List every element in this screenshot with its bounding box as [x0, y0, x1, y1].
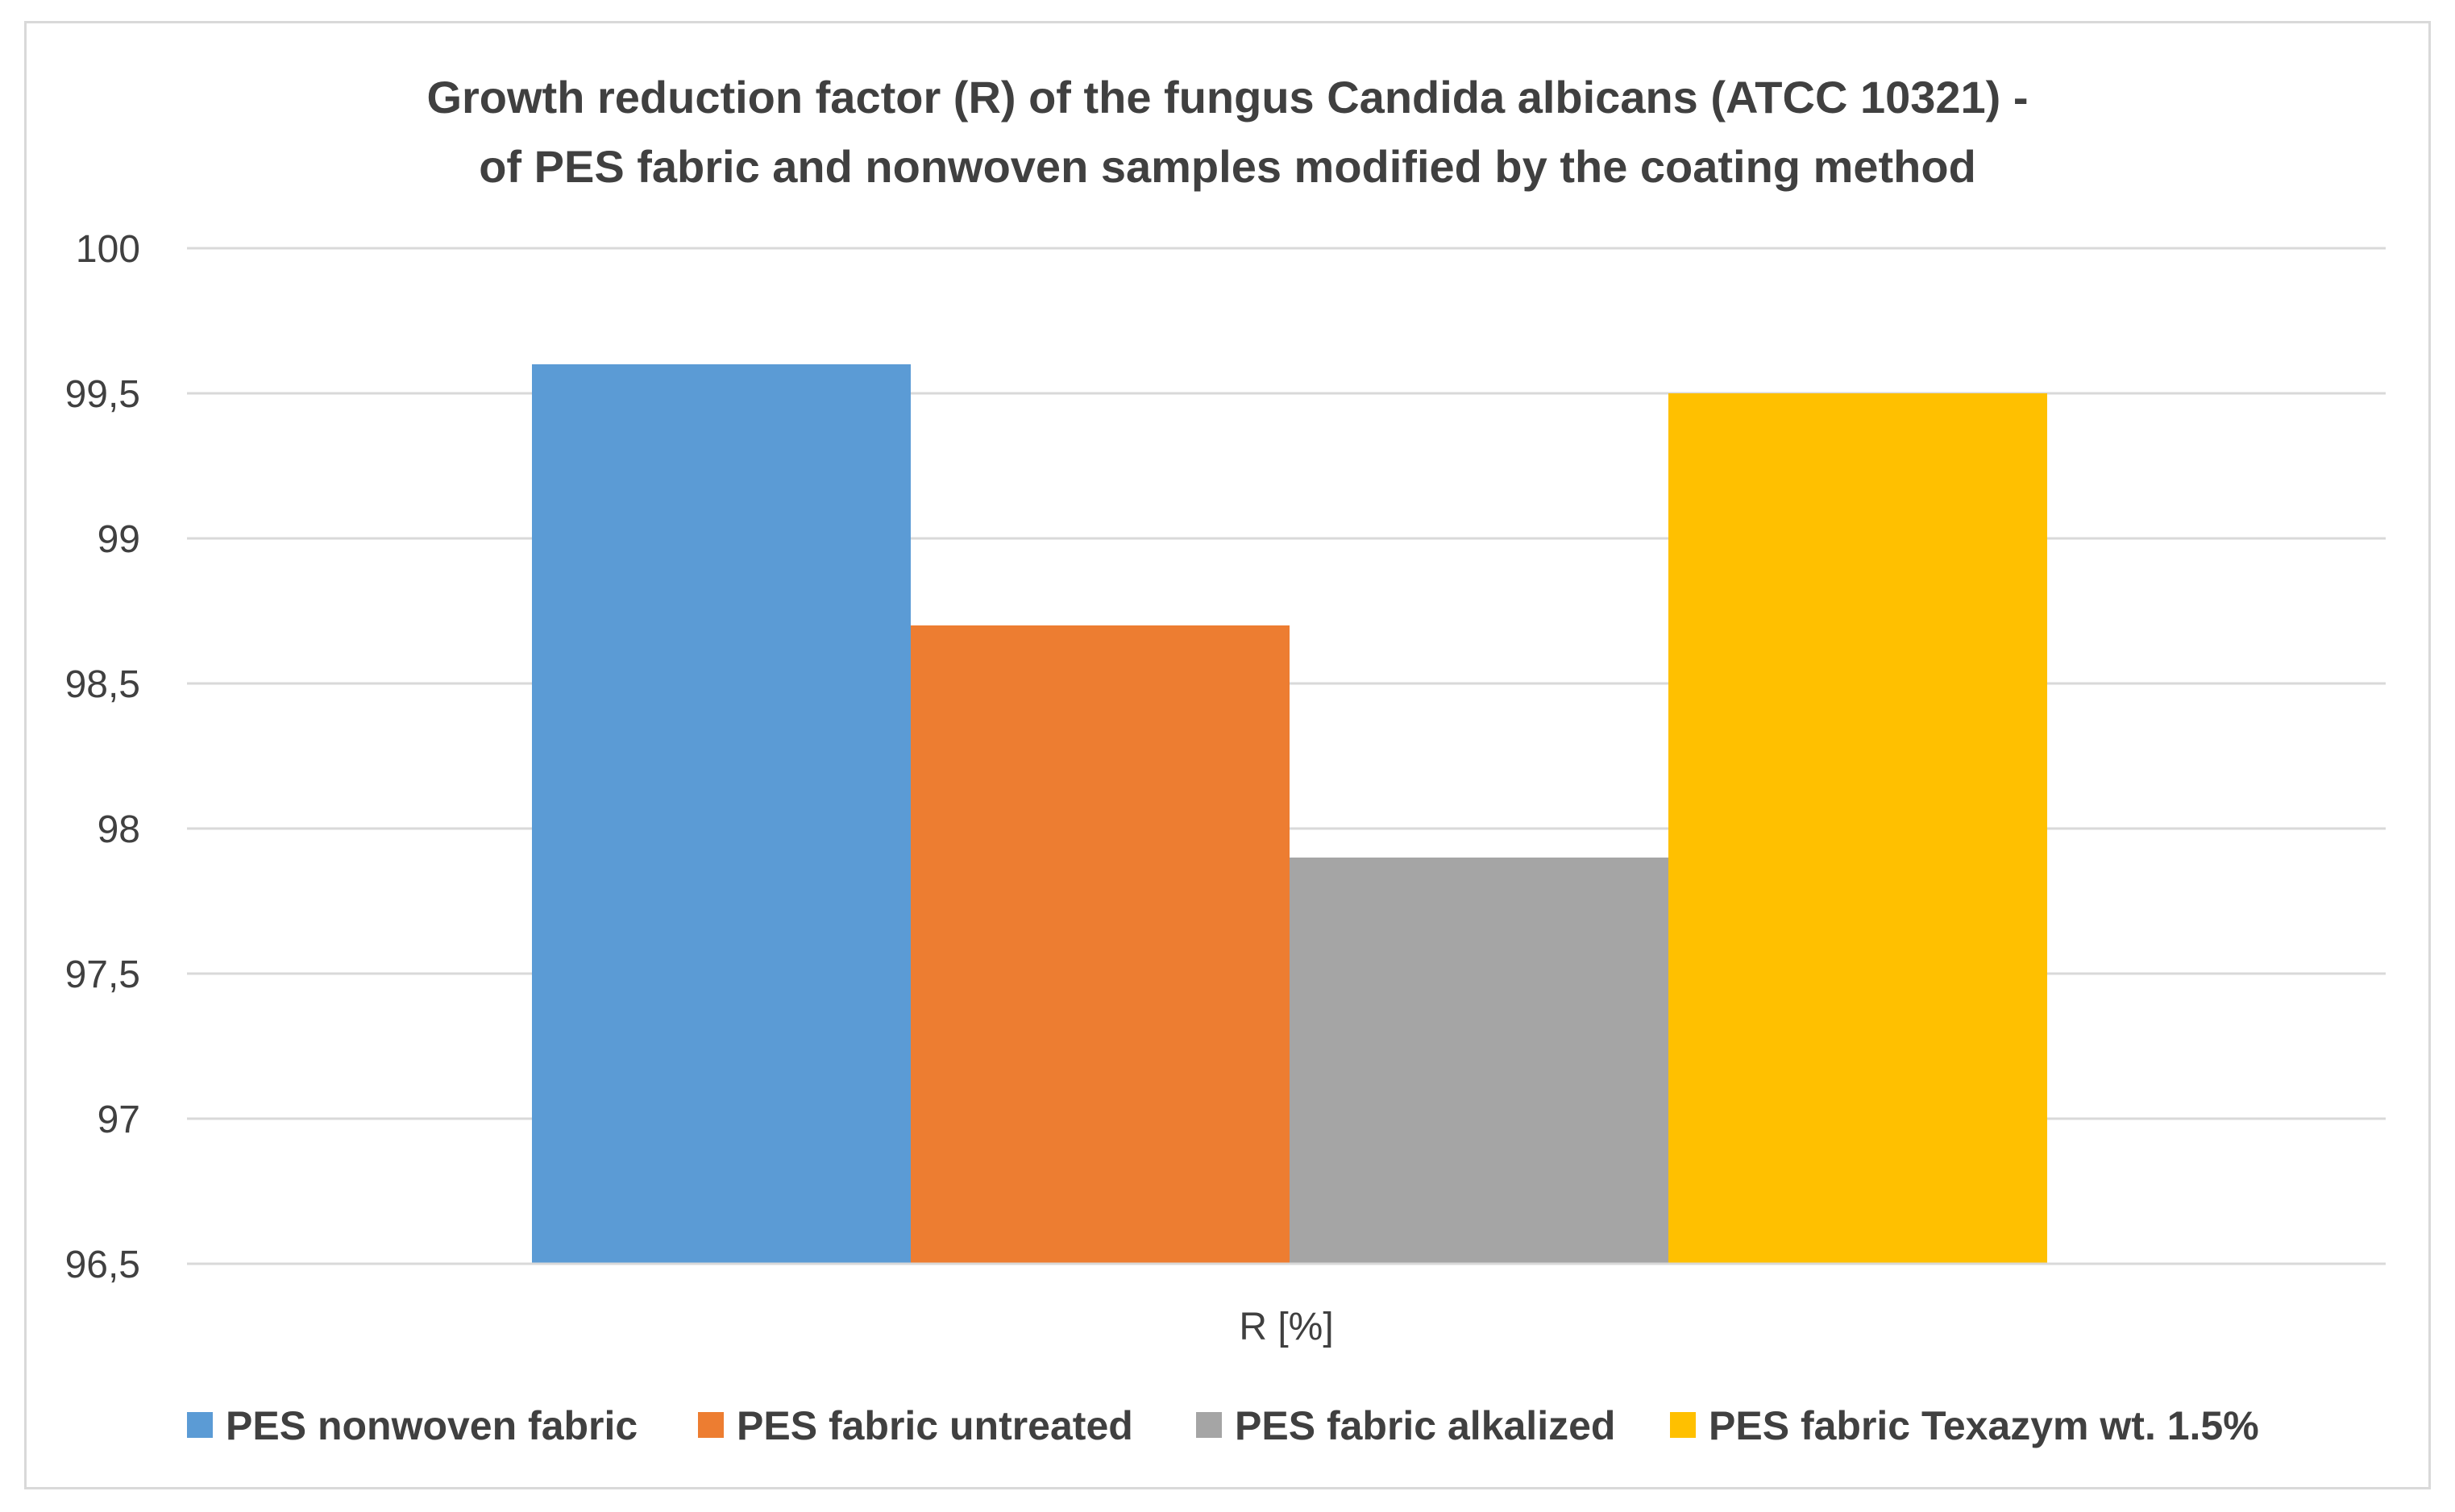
x-axis-label: R [%]: [1239, 1306, 1333, 1348]
y-tick-label: 99: [98, 518, 140, 561]
legend-swatch: [698, 1412, 724, 1438]
legend-swatch: [1670, 1412, 1696, 1438]
legend-label: PES fabric untreated: [737, 1403, 1133, 1448]
legend-label: PES fabric Texazym wt. 1.5%: [1709, 1403, 2259, 1448]
chart-title: Growth reduction factor (R) of the fungu…: [426, 72, 2028, 192]
bar-pes-fabric-alkalized: [1290, 858, 1668, 1264]
y-tick-label: 96,5: [65, 1244, 140, 1286]
y-tick-label: 97: [98, 1099, 140, 1141]
y-tick-label: 98,5: [65, 663, 140, 706]
bar-pes-fabric-texazym-wt-1-5: [1668, 393, 2047, 1264]
legend-label: PES nonwoven fabric: [226, 1403, 638, 1448]
legend: PES nonwoven fabric PES fabric untreated P…: [187, 1403, 2259, 1448]
bar-pes-fabric-untreated: [911, 625, 1290, 1264]
chart-title-line-2: of PES fabric and nonwoven samples modif…: [479, 141, 1976, 192]
chart-title-line-1: Growth reduction factor (R) of the fungu…: [426, 72, 2028, 123]
legend-swatch: [187, 1412, 213, 1438]
y-tick-label: 99,5: [65, 373, 140, 416]
y-tick-label: 100: [76, 228, 140, 271]
y-axis-ticks: 96,5 97 97,5 98 98,5 99 99,5 100: [65, 228, 140, 1286]
y-tick-label: 97,5: [65, 953, 140, 996]
y-tick-label: 98: [98, 808, 140, 851]
legend-label: PES fabric alkalized: [1235, 1403, 1615, 1448]
bars: [532, 364, 2047, 1264]
bar-pes-nonwoven-fabric: [532, 364, 911, 1264]
legend-swatch: [1196, 1412, 1222, 1438]
